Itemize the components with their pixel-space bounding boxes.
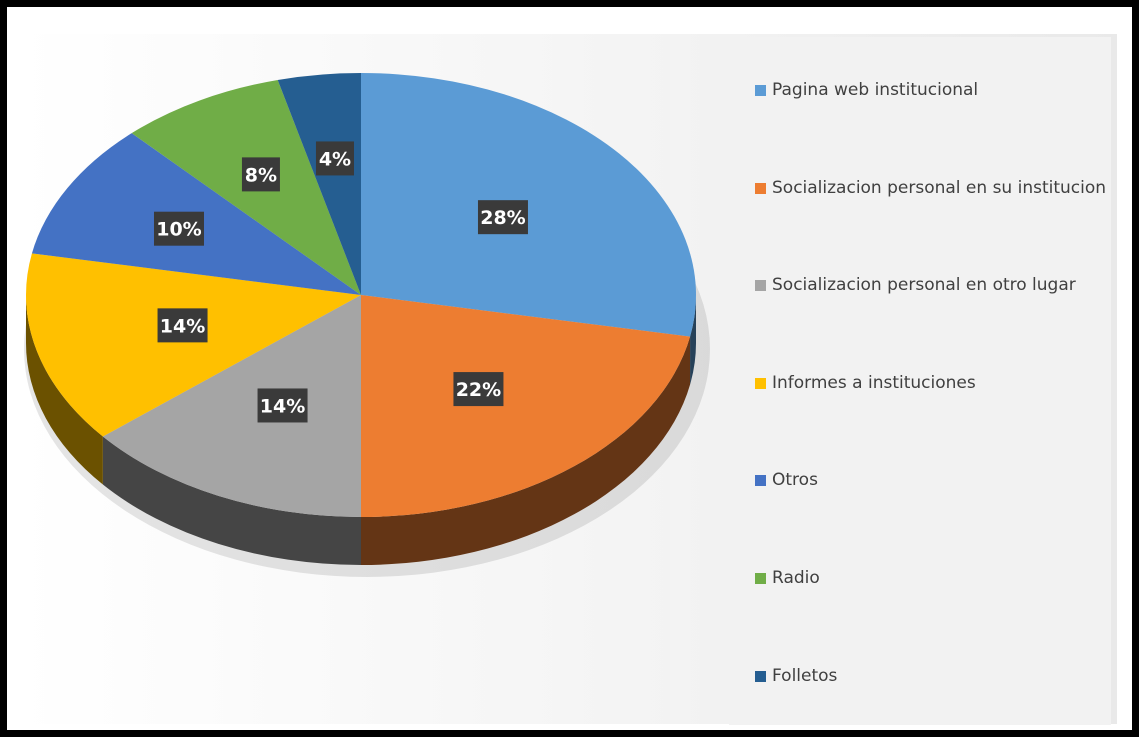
data-label-folletos: 4% [315,141,354,176]
legend-item-informes-a-instituciones: Informes a instituciones [755,373,976,393]
data-label-box [477,200,528,235]
legend-swatch [755,572,766,584]
data-label-box [153,211,204,246]
legend-label: Folletos [772,666,838,686]
legend-swatch [755,377,766,389]
legend-label: Socializacion personal en otro lugar [772,275,1076,295]
legend-label: Radio [772,568,820,588]
legend: Pagina web institucional Socializacion pe… [729,37,1111,725]
pie-slice-socializacion-personal-en-su-institucion [361,295,691,517]
legend-item-socializacion-personal-en-otro-lugar: Socializacion personal en otro lugar [755,275,1076,295]
data-label-text: 14% [160,315,205,337]
legend-label: Otros [772,470,818,490]
legend-label: Pagina web institucional [772,80,979,100]
data-label-box [257,388,308,423]
legend-item-folletos: Folletos [755,666,837,686]
data-label-text: 28% [480,207,525,229]
data-label-box [315,141,354,176]
pie-slice-pagina-web-institucional [361,73,696,337]
data-label-text: 14% [260,395,305,417]
pie-side-informes-a-instituciones [26,295,103,485]
pie-side-socializacion-personal-en-su-institucion [361,336,691,565]
data-label-box [157,308,208,343]
legend-label: Informes a instituciones [772,373,976,393]
data-label-radio: 8% [241,157,280,192]
pie-slice-socializacion-personal-en-otro-lugar [102,295,362,517]
legend-swatch [755,182,766,194]
data-label-pagina-web-institucional: 28% [477,200,528,235]
data-label-text: 10% [156,219,201,241]
data-label-box [241,157,280,192]
legend-item-pagina-web-institucional: Pagina web institucional [755,80,978,100]
legend-item-socializacion-personal-en-su-institucion: Socializacion personal en su institucion [755,178,1106,198]
data-label-text: 4% [319,148,351,170]
data-label-text: 8% [245,164,277,186]
legend-swatch [755,84,766,96]
data-label-socializacion-personal-en-su-institucion: 22% [453,372,504,407]
legend-swatch [755,670,766,682]
pie-side-socializacion-personal-en-otro-lugar [102,436,362,565]
legend-item-otros: Otros [755,470,818,490]
data-label-otros: 10% [153,211,204,246]
data-label-informes-a-instituciones: 14% [157,308,208,343]
pie-chart: 28% 22% 14% 14% 10% 8% 4% [24,73,710,577]
pie-slice-folletos [277,73,361,295]
legend-swatch [755,474,766,486]
pie-slice-informes-a-instituciones [26,253,362,437]
pie-side-pagina-web-institucional [690,295,696,385]
legend-item-radio: Radio [755,568,820,588]
data-label-box [453,372,504,407]
data-label-text: 22% [456,379,501,401]
legend-swatch [755,279,766,291]
legend-label: Socializacion personal en su institucion [772,178,1107,198]
data-label-socializacion-personal-en-otro-lugar: 14% [257,388,308,423]
